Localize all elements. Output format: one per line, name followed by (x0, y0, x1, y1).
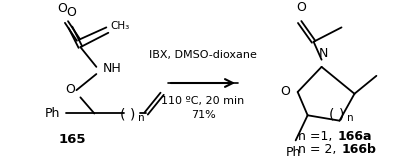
Text: O: O (296, 1, 306, 14)
Text: Ph: Ph (285, 146, 301, 159)
Text: CH₃: CH₃ (110, 21, 129, 31)
Text: (: ( (328, 107, 334, 121)
Text: 71%: 71% (190, 110, 215, 120)
Text: IBX, DMSO-dioxane: IBX, DMSO-dioxane (149, 50, 256, 60)
Text: 165: 165 (59, 133, 86, 146)
Text: n: n (138, 113, 144, 123)
Text: ): ) (129, 107, 135, 121)
Text: O: O (66, 6, 76, 19)
Text: 166b: 166b (341, 143, 375, 156)
Text: N: N (318, 47, 328, 60)
Text: O: O (65, 83, 75, 96)
Text: n =1,: n =1, (297, 130, 335, 143)
Text: O: O (279, 85, 289, 99)
Text: n = 2,: n = 2, (297, 143, 339, 156)
Text: n: n (346, 113, 353, 123)
Text: O: O (57, 2, 67, 15)
Text: 110 ºC, 20 min: 110 ºC, 20 min (161, 96, 244, 106)
Text: Ph: Ph (45, 107, 60, 120)
Text: 166a: 166a (337, 130, 371, 143)
Text: NH: NH (102, 62, 121, 75)
Text: ): ) (338, 107, 343, 121)
Text: (: ( (119, 107, 125, 121)
